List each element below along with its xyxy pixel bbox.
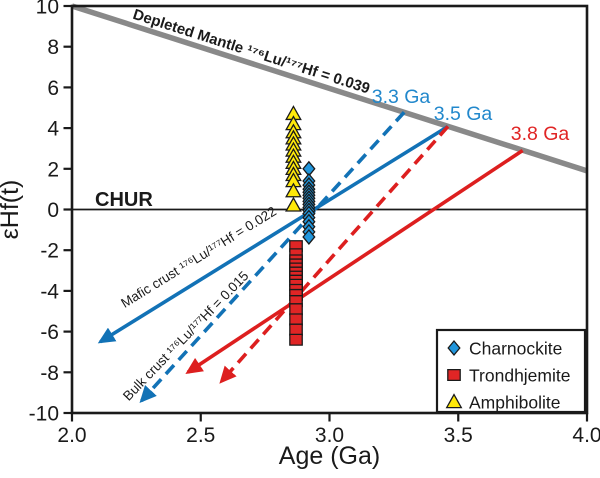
data-point-trondhjemite: [289, 323, 303, 336]
legend: Charnockite Trondhjemite Amphibolite: [435, 328, 587, 414]
age-3-3-label: 3.3 Ga: [372, 86, 431, 108]
y-axis-title: εHf(t): [0, 180, 24, 240]
data-point-charnockite: [302, 228, 316, 245]
legend-label: Charnockite: [469, 339, 562, 359]
data-point-trondhjemite: [289, 313, 303, 326]
x-axis-title: Age (Ga): [279, 442, 380, 470]
y-tick-label: 8: [47, 36, 59, 59]
y-axis: -10 -8 -6 -4 -2 0 2 4 6 8 10: [29, 0, 72, 426]
depleted-mantle-line: [71, 3, 588, 174]
y-tick-label: 6: [47, 77, 59, 100]
data-point-trondhjemite: [289, 333, 303, 346]
chur-label: CHUR: [95, 189, 153, 211]
legend-label: Amphibolite: [469, 393, 560, 413]
y-tick-label: 10: [36, 0, 59, 19]
triangle-legend-icon: [445, 393, 463, 409]
square-legend-icon: [447, 368, 461, 382]
x-tick-label: 4.0: [572, 424, 600, 447]
data-point-amphibolite: [285, 196, 302, 212]
data-point-trondhjemite: [289, 303, 303, 316]
y-tick-label: -2: [40, 240, 59, 263]
age-3-5-label: 3.5 Ga: [434, 103, 493, 125]
y-tick-label: -8: [40, 362, 59, 385]
charnockite-bulk-crust-3.3Ga-line: [139, 111, 406, 404]
y-tick-label: 0: [47, 199, 59, 222]
charnockite-mafic-crust-3.5Ga-line: [97, 124, 449, 344]
x-tick-label: 2.5: [186, 424, 215, 447]
x-tick-label: 3.5: [444, 424, 473, 447]
x-axis: 2.0 2.5 3.0 3.5 4.0: [57, 413, 600, 447]
legend-box: [435, 328, 587, 414]
series-charnockite: [302, 160, 316, 245]
diamond-legend-icon: [447, 339, 461, 357]
y-tick-label: 2: [47, 158, 59, 181]
trondhjemite-mafic-crust-3.8Ga-line: [185, 148, 524, 374]
series-trondhjemite: [289, 240, 303, 346]
legend-label: Trondhjemite: [469, 366, 570, 386]
x-tick-label: 2.0: [57, 424, 86, 447]
y-tick-label: -10: [29, 403, 59, 426]
age-3-8-label: 3.8 Ga: [511, 123, 570, 145]
series-amphibolite: [285, 105, 302, 212]
y-tick-label: -4: [40, 280, 59, 303]
y-tick-label: 4: [47, 118, 59, 141]
x-tick-label: 3.0: [315, 424, 344, 447]
y-tick-label: -6: [40, 321, 59, 344]
